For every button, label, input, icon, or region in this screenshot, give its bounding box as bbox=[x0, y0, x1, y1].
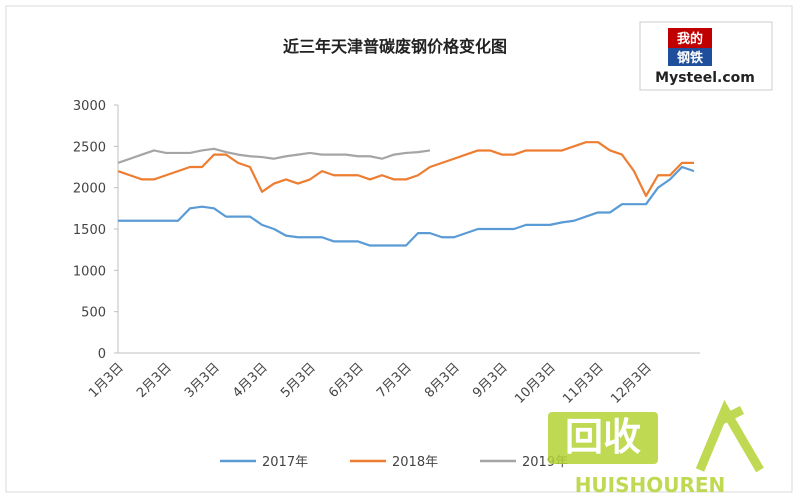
y-tick-label: 500 bbox=[81, 306, 106, 321]
series-line bbox=[117, 141, 694, 198]
y-tick-label: 0 bbox=[98, 347, 106, 362]
y-tick-label: 3000 bbox=[73, 99, 106, 114]
y-tick-label: 2500 bbox=[73, 140, 106, 155]
logo-bottom: 钢铁 bbox=[677, 50, 703, 66]
logo-badge bbox=[668, 28, 712, 48]
watermark: 回收 HUISHOUREN bbox=[548, 399, 764, 497]
logo-brand: Mysteel.com bbox=[655, 70, 755, 86]
y-tick-label: 1500 bbox=[73, 223, 106, 238]
series-line bbox=[117, 147, 431, 164]
y-tick-label: 2000 bbox=[73, 182, 106, 197]
series-line bbox=[118, 165, 695, 247]
watermark-badge bbox=[548, 412, 658, 464]
chart-title: 近三年天津普碳废钢价格变化图 bbox=[283, 37, 507, 56]
logo-badge bbox=[668, 48, 712, 66]
legend-label: 2017年 bbox=[262, 455, 308, 470]
legend-label: 2018年 bbox=[392, 455, 438, 470]
y-tick-label: 1000 bbox=[73, 264, 106, 279]
watermark-icon bbox=[695, 399, 764, 473]
logo-top: 我的 bbox=[677, 31, 703, 47]
logo: 我的 钢铁 Mysteel.com bbox=[639, 21, 773, 91]
watermark-mark: 回收 bbox=[565, 415, 641, 459]
watermark-brand: HUISHOUREN bbox=[575, 473, 726, 497]
